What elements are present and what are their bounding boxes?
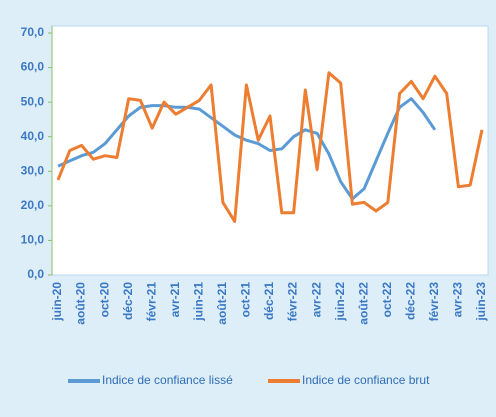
y-tick-label: 0,0 <box>27 267 44 281</box>
y-tick-label: 70,0 <box>21 25 45 39</box>
line-series <box>57 97 437 201</box>
x-tick-label: août-21 <box>215 282 229 325</box>
y-tick-label: 20,0 <box>21 198 45 212</box>
x-tick-label: juin-20 <box>50 282 64 322</box>
y-tick-label: 40,0 <box>21 129 45 143</box>
x-tick-label: juin-21 <box>192 282 206 322</box>
x-tick-label: oct-22 <box>380 282 394 318</box>
x-tick-label: févr-22 <box>286 282 300 322</box>
x-tick-label: févr-21 <box>144 282 158 322</box>
x-tick-label: oct-21 <box>239 282 253 318</box>
y-tick-label: 30,0 <box>21 163 45 177</box>
y-tick-label: 10,0 <box>21 233 45 247</box>
x-tick-label: août-22 <box>356 282 370 325</box>
x-tick-label: déc-22 <box>404 282 418 320</box>
x-tick-label: juin-23 <box>474 282 488 322</box>
x-tick-label: déc-21 <box>262 282 276 320</box>
x-tick-label: avr-23 <box>451 282 465 318</box>
legend-label: Indice de confiance lissé <box>102 373 233 387</box>
x-tick-label: juin-22 <box>333 282 347 322</box>
x-tick-label: août-20 <box>74 282 88 325</box>
x-tick-label: déc-20 <box>121 282 135 320</box>
y-tick-label: 60,0 <box>21 60 45 74</box>
x-tick-label: oct-20 <box>97 282 111 318</box>
line-series <box>56 71 484 223</box>
x-tick-label: févr-23 <box>427 282 441 322</box>
legend-label: Indice de confiance brut <box>302 373 430 387</box>
y-tick-label: 50,0 <box>21 94 45 108</box>
x-tick-label: avr-22 <box>309 282 323 318</box>
x-tick-label: avr-21 <box>168 282 182 318</box>
